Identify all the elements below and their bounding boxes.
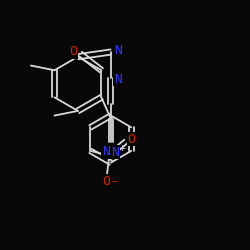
Text: N: N [102, 145, 110, 158]
Text: N: N [111, 146, 119, 158]
Text: −: − [110, 176, 117, 186]
Text: O: O [128, 133, 136, 146]
Text: O: O [102, 175, 110, 188]
Text: N: N [114, 72, 122, 86]
Text: O: O [69, 45, 77, 58]
Text: N: N [114, 44, 122, 57]
Text: +: + [118, 144, 126, 152]
